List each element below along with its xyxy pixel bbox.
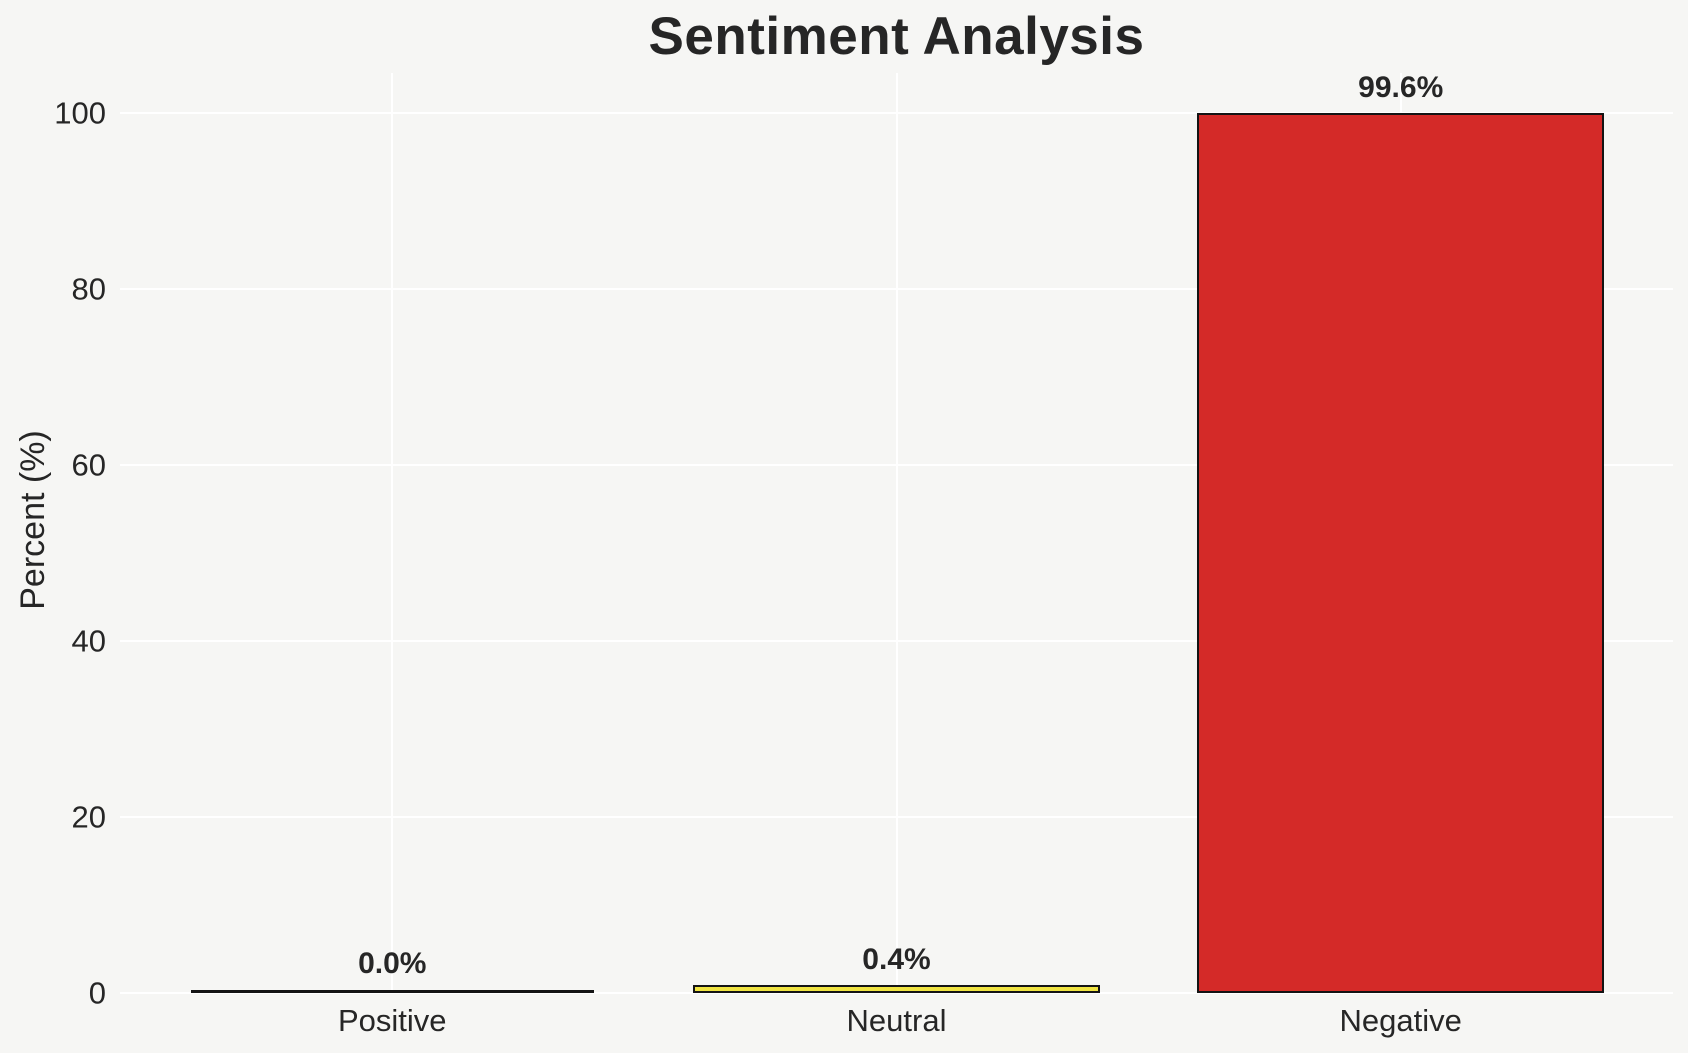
plot-area: 0 20 40 60 80 100 0.0% Positive 0.4% Neutral 99.6%… xyxy=(54,71,1673,1036)
gridline-vertical xyxy=(895,73,898,994)
bar-negative xyxy=(1197,113,1605,993)
bar-positive xyxy=(190,990,594,993)
y-axis-label: Percent (%) xyxy=(14,430,52,610)
x-tick-label-negative: Negative xyxy=(1339,1003,1462,1038)
y-tick-label: 100 xyxy=(54,95,106,131)
chart-title: Sentiment Analysis xyxy=(648,7,1145,66)
x-tick-label-neutral: Neutral xyxy=(846,1003,947,1038)
bar-value-label: 0.4% xyxy=(862,943,931,976)
y-tick-label: 60 xyxy=(71,447,106,483)
y-tick-label: 40 xyxy=(71,623,106,659)
bar-value-label: 99.6% xyxy=(1358,71,1444,104)
y-tick-label: 20 xyxy=(71,799,106,835)
y-tick-label: 80 xyxy=(71,271,106,307)
gridline-vertical xyxy=(391,73,394,994)
bar-neutral xyxy=(692,985,1101,993)
x-tick-label-positive: Positive xyxy=(337,1003,447,1038)
bar-value-label: 0.0% xyxy=(358,947,427,980)
y-tick-label: 0 xyxy=(88,975,106,1011)
